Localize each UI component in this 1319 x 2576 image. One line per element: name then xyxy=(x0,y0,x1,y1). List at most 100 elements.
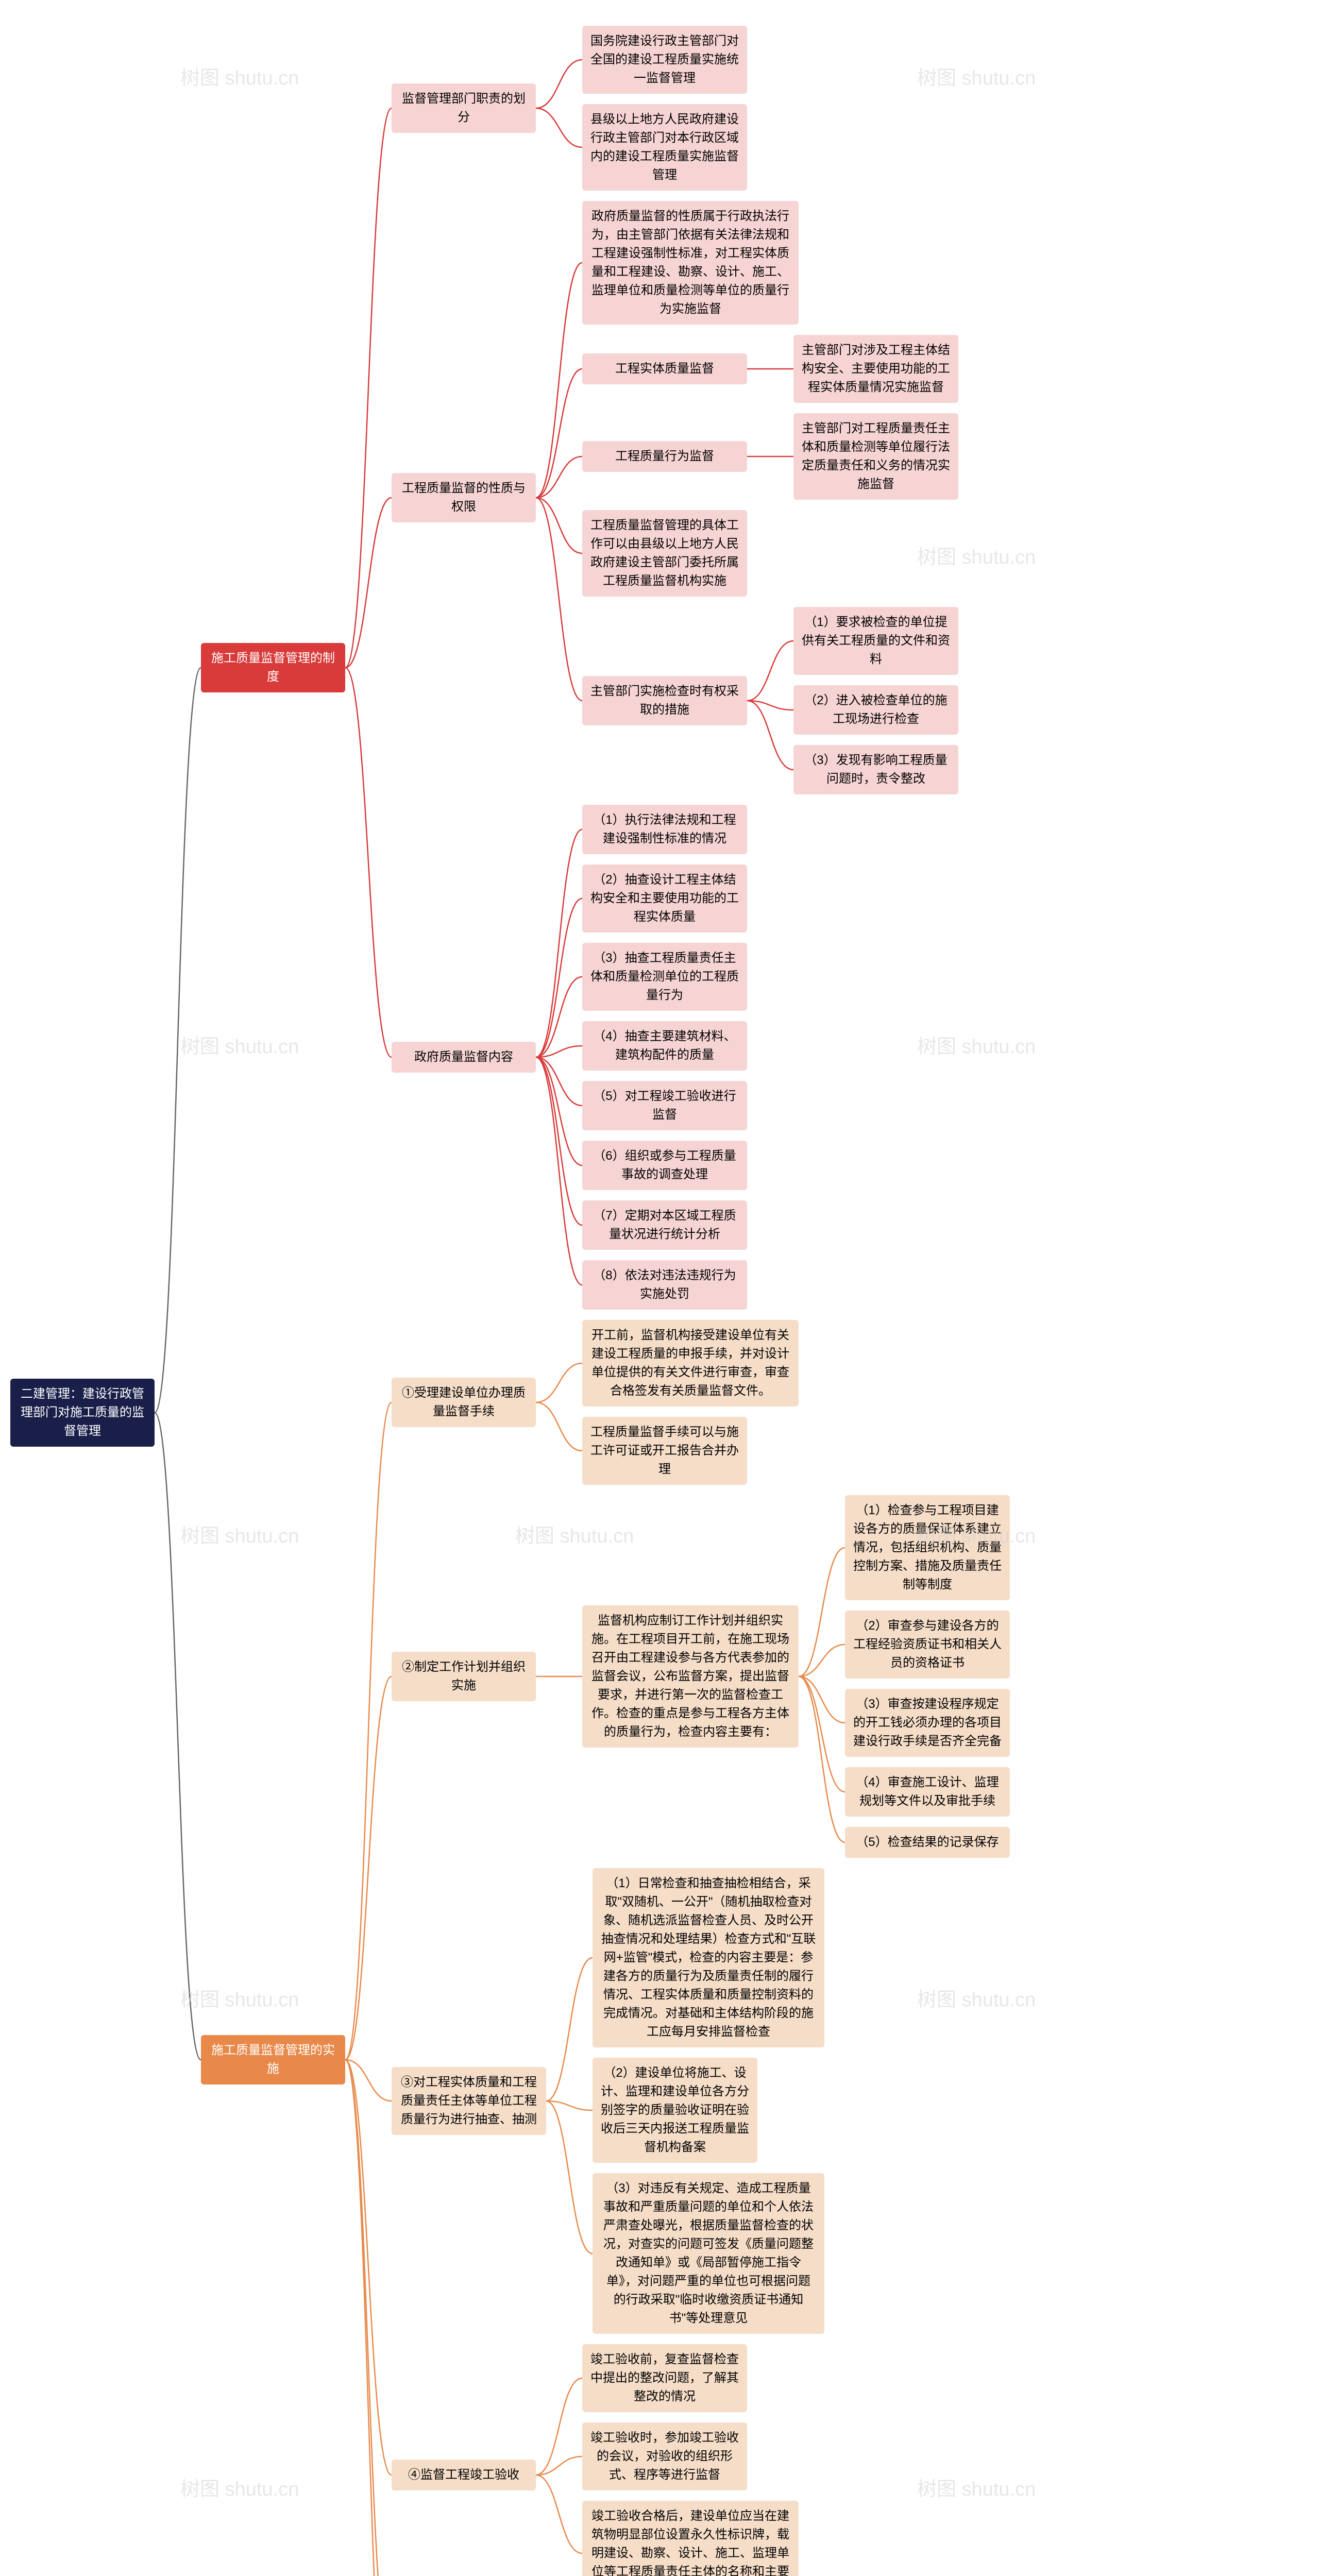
tree-node: （1）检查参与工程项目建设各方的质量保证体系建立情况，包括组织机构、质量控制方案… xyxy=(845,1495,1010,1600)
tree-node: 主管部门对涉及工程主体结构安全、主要使用功能的工程实体质量情况实施监督 xyxy=(793,335,958,403)
connector xyxy=(345,1315,392,2576)
tree-node: 工程质量监督的性质与权限 xyxy=(392,473,536,522)
tree-node: （1）日常检查和抽查抽检相结合，采取"双随机、一公开"（随机抽取检查对象、随机选… xyxy=(593,1868,824,2047)
tree-branch: （7）定期对本区域工程质量状况进行统计分析 xyxy=(582,1195,747,1255)
tree-branch: 主管部门对工程质量责任主体和质量检测等单位履行法定质量责任和义务的情况实施监督 xyxy=(793,408,958,505)
tree-node: 工程质量行为监督 xyxy=(582,441,747,472)
tree-branch: 县级以上地方人民政府建设行政主管部门对本行政区域内的建设工程质量实施监督管理 xyxy=(582,99,747,196)
connector xyxy=(536,1315,582,1490)
tree-node: （3）对违反有关规定、造成工程质量事故和严重质量问题的单位和个人依法严肃查处曝光… xyxy=(593,2173,824,2334)
section-branch: 施工质量监督管理的制度 监督管理部门职责的划分国务院建设行政主管部门对全国的建设工… xyxy=(201,21,1010,1315)
tree-node: （3）发现有影响工程质量问题时，责令整改 xyxy=(793,745,958,794)
connector xyxy=(536,800,582,1315)
tree-node: （2）抽查设计工程主体结构安全和主要使用功能的工程实体质量 xyxy=(582,865,747,933)
tree-node: （3）抽查工程质量责任主体和质量检测单位的工程质量行为 xyxy=(582,943,747,1011)
tree-node: 政府质量监督内容 xyxy=(392,1042,536,1073)
connector xyxy=(536,21,582,196)
tree-branch: 政府质量监督内容 （1）执行法律法规和工程建设强制性标准的情况 （2）抽查设计工程主… xyxy=(392,800,958,1315)
tree-branch: （3）审查按建设程序规定的开工钱必须办理的各项目建设行政手续是否齐全完备 xyxy=(845,1684,1010,1762)
tree-branch: 工程质量监督手续可以与施工许可证或开工报告合并办理 xyxy=(582,1412,799,1490)
tree-branch: （3）发现有影响工程质量问题时，责令整改 xyxy=(793,740,958,800)
root-node: 二建管理：建设行政管理部门对施工质量的监督管理 xyxy=(10,1379,155,1447)
tree-node: 政府质量监督的性质属于行政执法行为，由主管部门依据有关法律法规和工程建设强制性标… xyxy=(582,201,799,325)
tree-node: （2）建设单位将施工、设计、监理和建设单位各方分别签字的质量验收证明在验收后三天… xyxy=(593,2058,757,2163)
tree-branch: ③对工程实体质量和工程质量责任主体等单位工程质量行为进行抽查、抽测（1）日常检查… xyxy=(392,1863,1010,2339)
tree-node: （4）审查施工设计、监理规划等文件以及审批手续 xyxy=(845,1767,1010,1817)
tree-branch: （1）检查参与工程项目建设各方的质量保证体系建立情况，包括组织机构、质量控制方案… xyxy=(845,1490,1010,1605)
section-node: 施工质量监督管理的实施 xyxy=(201,2035,345,2084)
tree-node: 工程质量监督手续可以与施工许可证或开工报告合并办理 xyxy=(582,1417,747,1485)
tree-node: ②制定工作计划并组织实施 xyxy=(392,1652,536,1701)
tree-node: 竣工验收时，参加竣工验收的会议，对验收的组织形式、程序等进行监督 xyxy=(582,2422,747,2490)
children-group: 主管部门对工程质量责任主体和质量检测等单位履行法定质量责任和义务的情况实施监督 xyxy=(793,408,958,505)
tree-branch: ②制定工作计划并组织实施监督机构应制订工作计划并组织实施。在工程项目开工前，在施… xyxy=(392,1490,1010,1863)
tree-node: （6）组织或参与工程质量事故的调查处理 xyxy=(582,1141,747,1190)
connector xyxy=(747,602,793,800)
tree-node: （4）抽查主要建筑材料、建筑构配件的质量 xyxy=(582,1021,747,1071)
tree-node: 竣工验收前，复查监督检查中提出的整改问题，了解其整改的情况 xyxy=(582,2344,747,2412)
tree-node: 开工前，监督机构接受建设单位有关建设工程质量的申报手续，并对设计单位提供的有关文… xyxy=(582,1320,799,1406)
tree-branch: 竣工验收合格后，建设单位应当在建筑物明显部位设置永久性标识牌，载明建设、勘察、设… xyxy=(582,2496,799,2576)
sections-group: 施工质量监督管理的制度 监督管理部门职责的划分国务院建设行政主管部门对全国的建设工… xyxy=(201,21,1010,2576)
connector xyxy=(536,1490,582,1863)
children-group: 监督管理部门职责的划分国务院建设行政主管部门对全国的建设工程质量实施统一监督管理… xyxy=(392,21,958,1315)
connector xyxy=(546,1863,593,2339)
connector xyxy=(799,1490,845,1863)
tree-node: ④监督工程竣工验收 xyxy=(392,2460,536,2490)
tree-branch: （3）抽查工程质量责任主体和质量检测单位的工程质量行为 xyxy=(582,938,747,1016)
tree-branch: 国务院建设行政主管部门对全国的建设工程质量实施统一监督管理 xyxy=(582,21,747,99)
connector xyxy=(155,21,201,2576)
tree-branch: 监督管理部门职责的划分国务院建设行政主管部门对全国的建设工程质量实施统一监督管理… xyxy=(392,21,958,196)
tree-node: 竣工验收合格后，建设单位应当在建筑物明显部位设置永久性标识牌，载明建设、勘察、设… xyxy=(582,2501,799,2576)
children-group: 国务院建设行政主管部门对全国的建设工程质量实施统一监督管理县级以上地方人民政府建… xyxy=(582,21,747,196)
tree-branch: （2）建设单位将施工、设计、监理和建设单位各方分别签字的质量验收证明在验收后三天… xyxy=(593,2053,824,2168)
children-group: （1）执行法律法规和工程建设强制性标准的情况 （2）抽查设计工程主体结构安全和主要… xyxy=(582,800,747,1315)
tree-branch: （2）审查参与建设各方的工程经验资质证书和相关人员的资格证书 xyxy=(845,1605,1010,1684)
tree-branch: 工程质量行为监督 主管部门对工程质量责任主体和质量检测等单位履行法定质量责任和义务… xyxy=(582,408,958,505)
tree-branch: 主管部门实施检查时有权采取的措施（1）要求被检查的单位提供有关工程质量的文件和资… xyxy=(582,602,958,800)
children-group: 主管部门对涉及工程主体结构安全、主要使用功能的工程实体质量情况实施监督 xyxy=(793,330,958,408)
tree-node: （1）要求被检查的单位提供有关工程质量的文件和资料 xyxy=(793,607,958,675)
children-group: 开工前，监督机构接受建设单位有关建设工程质量的申报手续，并对设计单位提供的有关文… xyxy=(582,1315,799,1490)
tree-branch: （2）进入被检查单位的施工现场进行检查 xyxy=(793,680,958,740)
tree-branch: 开工前，监督机构接受建设单位有关建设工程质量的申报手续，并对设计单位提供的有关文… xyxy=(582,1315,799,1412)
tree-branch: 工程质量监督的性质与权限 政府质量监督的性质属于行政执法行为，由主管部门依据有关法… xyxy=(392,196,958,800)
tree-branch: 工程实体质量监督 主管部门对涉及工程主体结构安全、主要使用功能的工程实体质量情况实… xyxy=(582,330,958,408)
tree-branch: （5）对工程竣工验收进行监督 xyxy=(582,1076,747,1136)
tree-branch: （1）日常检查和抽查抽检相结合，采取"双随机、一公开"（随机抽取检查对象、随机选… xyxy=(593,1863,824,2053)
tree-branch: 竣工验收前，复查监督检查中提出的整改问题，了解其整改的情况 xyxy=(582,2339,799,2417)
tree-branch: 工程质量监督管理的具体工作可以由县级以上地方人民政府建设主管部门委托所属工程质量… xyxy=(582,505,958,602)
tree-branch: 监督机构应制订工作计划并组织实施。在工程项目开工前，在施工现场召开由工程建设参与… xyxy=(582,1490,1010,1863)
tree-node: （2）进入被检查单位的施工现场进行检查 xyxy=(793,685,958,735)
tree-branch: （6）组织或参与工程质量事故的调查处理 xyxy=(582,1136,747,1195)
connector xyxy=(536,196,582,800)
connector xyxy=(536,2339,582,2576)
tree-branch: （5）检查结果的记录保存 xyxy=(845,1822,1010,1863)
connector xyxy=(747,408,793,505)
section-node: 施工质量监督管理的制度 xyxy=(201,643,345,692)
tree-branch: （3）对违反有关规定、造成工程质量事故和严重质量问题的单位和个人依法严肃查处曝光… xyxy=(593,2168,824,2339)
tree-node: （7）定期对本区域工程质量状况进行统计分析 xyxy=(582,1200,747,1250)
children-group: （1）检查参与工程项目建设各方的质量保证体系建立情况，包括组织机构、质量控制方案… xyxy=(845,1490,1010,1863)
children-group: 监督机构应制订工作计划并组织实施。在工程项目开工前，在施工现场召开由工程建设参与… xyxy=(582,1490,1010,1863)
tree-node: 主管部门对工程质量责任主体和质量检测等单位履行法定质量责任和义务的情况实施监督 xyxy=(793,413,958,500)
tree-node: 国务院建设行政主管部门对全国的建设工程质量实施统一监督管理 xyxy=(582,26,747,94)
tree-branch: 政府质量监督的性质属于行政执法行为，由主管部门依据有关法律法规和工程建设强制性标… xyxy=(582,196,958,330)
tree-branch: ④监督工程竣工验收竣工验收前，复查监督检查中提出的整改问题，了解其整改的情况竣工… xyxy=(392,2339,1010,2576)
connector xyxy=(747,330,793,408)
tree-node: （5）对工程竣工验收进行监督 xyxy=(582,1081,747,1130)
tree-node: （3）审查按建设程序规定的开工钱必须办理的各项目建设行政手续是否齐全完备 xyxy=(845,1689,1010,1757)
tree-branch: （1）执行法律法规和工程建设强制性标准的情况 xyxy=(582,800,747,859)
tree-node: （1）执行法律法规和工程建设强制性标准的情况 xyxy=(582,805,747,854)
children-group: 竣工验收前，复查监督检查中提出的整改问题，了解其整改的情况竣工验收时，参加竣工验… xyxy=(582,2339,799,2576)
tree-node: （8）依法对违法违规行为实施处罚 xyxy=(582,1260,747,1310)
tree-branch: 主管部门对涉及工程主体结构安全、主要使用功能的工程实体质量情况实施监督 xyxy=(793,330,958,408)
tree-node: （2）审查参与建设各方的工程经验资质证书和相关人员的资格证书 xyxy=(845,1611,1010,1679)
children-group: （1）要求被检查的单位提供有关工程质量的文件和资料 （2）进入被检查单位的施工现场… xyxy=(793,602,958,800)
tree-node: 监督管理部门职责的划分 xyxy=(392,83,536,133)
connector xyxy=(345,21,392,1315)
tree-branch: （4）审查施工设计、监理规划等文件以及审批手续 xyxy=(845,1762,1010,1822)
tree-node: 工程实体质量监督 xyxy=(582,353,747,384)
tree-branch: （1）要求被检查的单位提供有关工程质量的文件和资料 xyxy=(793,602,958,680)
tree-branch: （2）抽查设计工程主体结构安全和主要使用功能的工程实体质量 xyxy=(582,859,747,938)
